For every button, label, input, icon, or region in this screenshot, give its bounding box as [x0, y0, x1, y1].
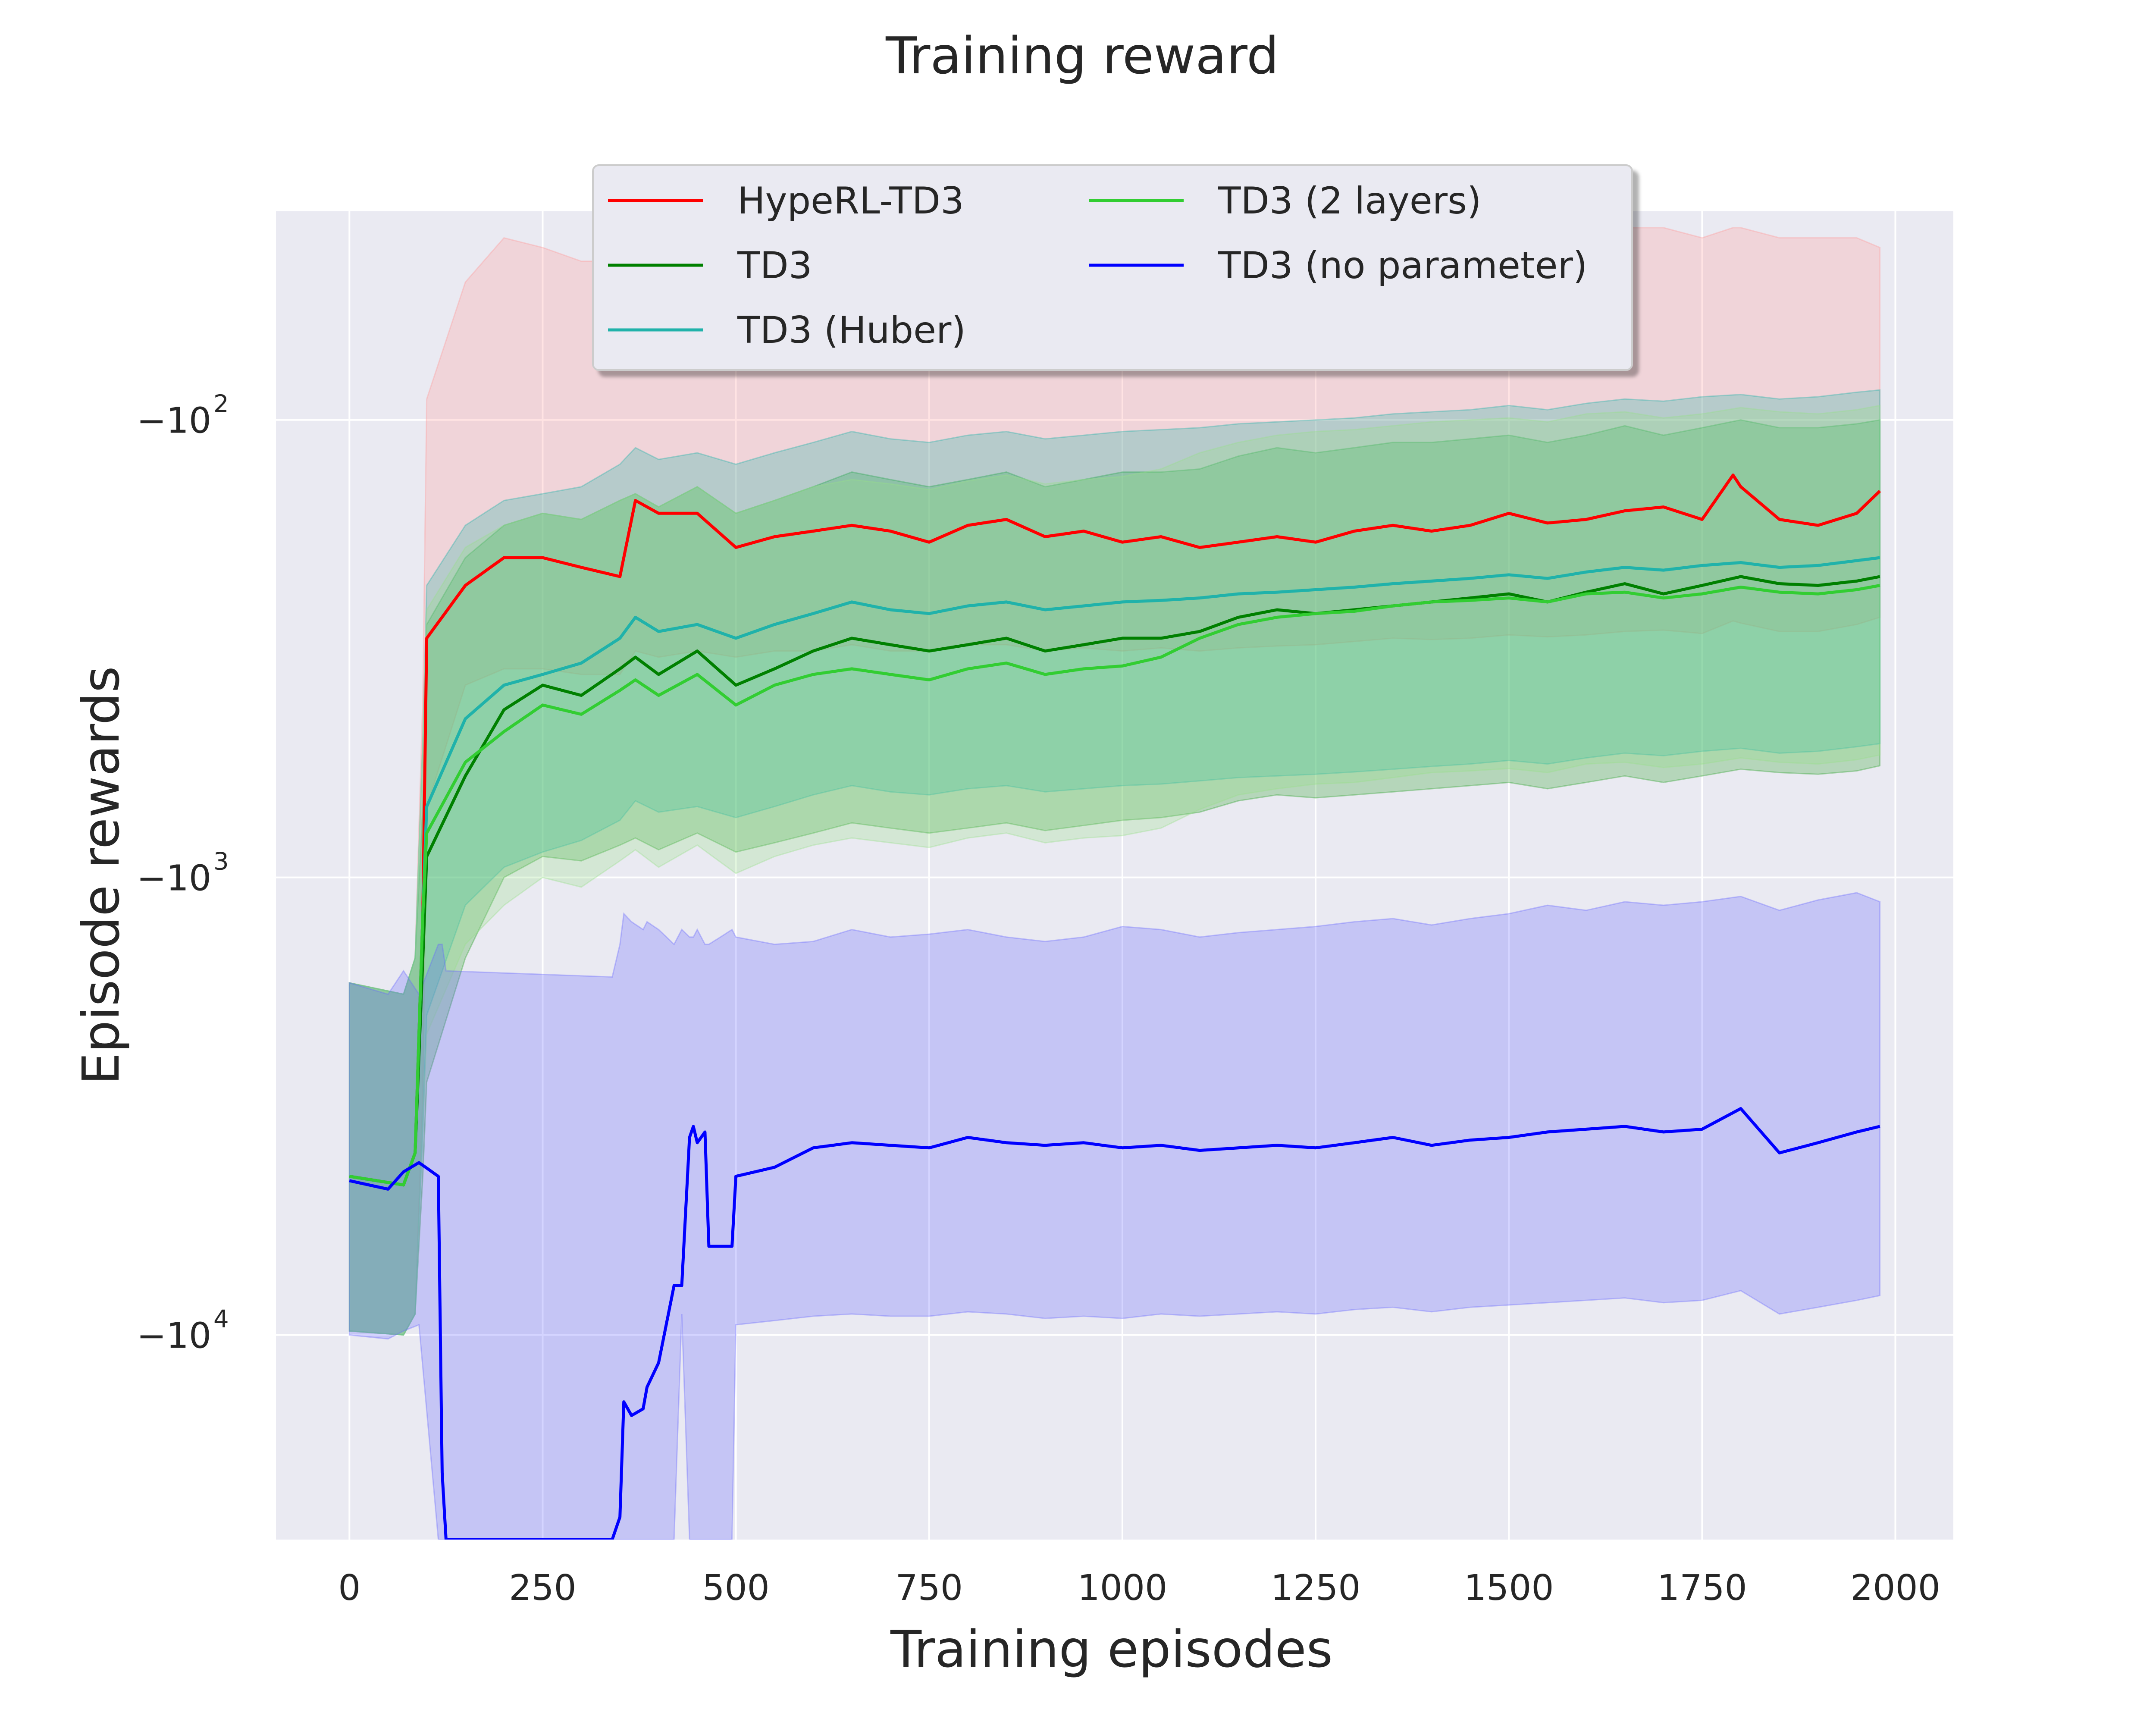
x-tick-label: 250 — [509, 1568, 577, 1609]
x-tick-label: 750 — [896, 1568, 963, 1609]
grid-lines — [276, 211, 1953, 1540]
y-tick-exponent: 4 — [213, 1305, 229, 1333]
confidence-band — [348, 389, 1881, 1336]
legend-box — [592, 164, 1633, 371]
chart-title: Training reward — [885, 26, 1279, 85]
x-tick-label: 500 — [702, 1568, 770, 1609]
confidence-band — [348, 419, 1881, 1336]
legend-label: TD3 (2 layers) — [1218, 179, 1482, 223]
y-tick-exponent: 3 — [213, 848, 229, 876]
series-line — [349, 575, 1880, 1187]
y-tick-label: −10 — [137, 401, 211, 442]
legend-label: HypeRL-TD3 — [737, 179, 964, 223]
x-tick-label: 1750 — [1657, 1568, 1747, 1609]
y-axis-ticks: −10 2−10 3−10 4 — [137, 390, 229, 1357]
x-axis-label: Training episodes — [890, 1619, 1333, 1679]
legend-label: TD3 (no parameter) — [1218, 244, 1587, 287]
x-tick-label: 0 — [338, 1568, 360, 1609]
y-tick-label: −10 — [137, 858, 211, 899]
x-tick-label: 1500 — [1464, 1568, 1554, 1609]
confidence-band — [348, 892, 1881, 1540]
legend: HypeRL-TD3 TD3 TD3 (Huber) TD3 (2 layers) TD… — [592, 164, 1633, 371]
x-tick-label: 1250 — [1271, 1568, 1361, 1609]
series-line — [349, 474, 1881, 1187]
x-axis-ticks: 0 250 500 750 1000 1250 1500 1750 2000 — [338, 1568, 1940, 1609]
legend-label: TD3 — [737, 244, 812, 287]
series-line — [349, 556, 1880, 1187]
x-tick-label: 1000 — [1078, 1568, 1168, 1609]
plot-area — [276, 211, 1953, 1540]
y-axis-label: Episode rewards — [71, 666, 131, 1085]
series-line — [349, 1107, 1880, 1540]
y-tick-exponent: 2 — [213, 390, 229, 418]
series-lines — [349, 474, 1881, 1540]
y-tick-label: −10 — [137, 1316, 211, 1357]
legend-label: TD3 (Huber) — [737, 309, 966, 352]
x-tick-label: 2000 — [1850, 1568, 1940, 1609]
series-line — [349, 584, 1880, 1187]
